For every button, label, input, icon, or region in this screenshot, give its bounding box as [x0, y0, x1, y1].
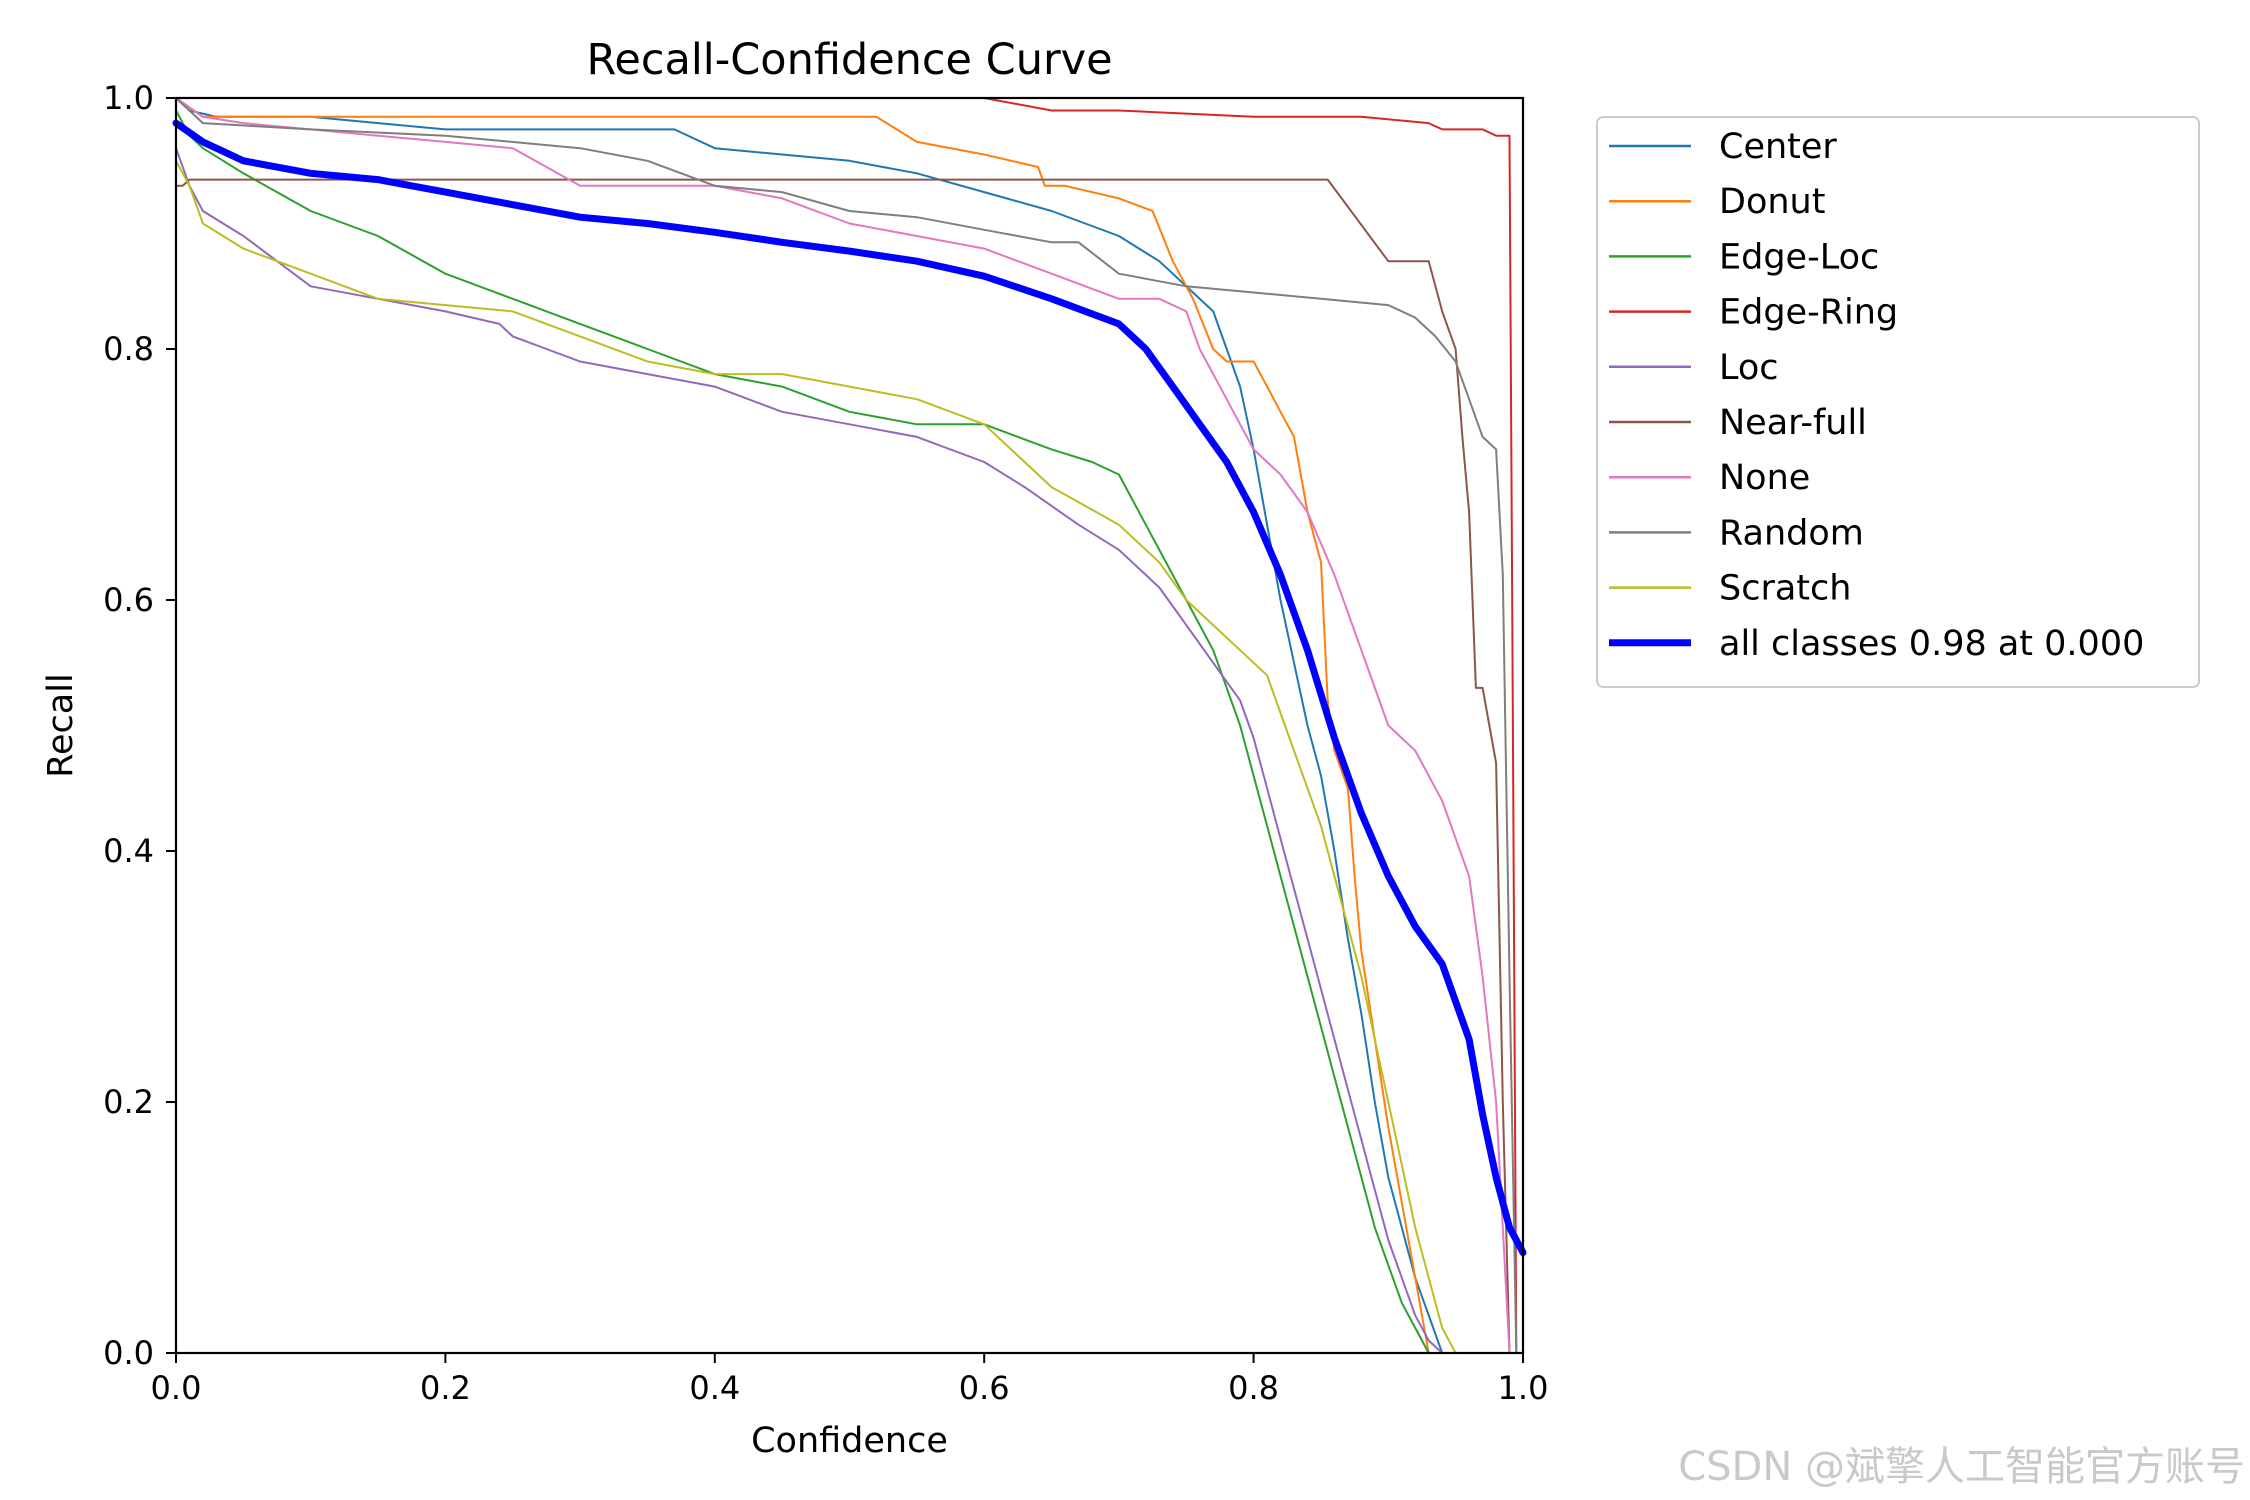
- x-tick-label: 0.2: [420, 1369, 471, 1407]
- y-tick-label: 0.4: [103, 832, 154, 870]
- legend-label: Loc: [1719, 348, 1779, 388]
- series-line-random: [175, 97, 1518, 1354]
- series-line-center: [175, 97, 1444, 1354]
- y-tick-label: 0.0: [103, 1334, 154, 1372]
- series-line-none: [175, 97, 1511, 1354]
- legend-label: Edge-Loc: [1719, 237, 1879, 277]
- y-axis-label: Recall: [41, 673, 81, 777]
- x-axis-label: Confidence: [751, 1421, 948, 1461]
- series-line-edge-ring: [175, 97, 1518, 1354]
- legend: Center Donut Edge-Loc Edge-Ring Loc Near-full…: [1596, 116, 2200, 688]
- y-axis-ticks: 0.0 0.2 0.4 0.6 0.8 1.0: [103, 79, 176, 1372]
- x-tick-label: 1.0: [1498, 1369, 1549, 1407]
- series-line-all-classes-0-98-at-0-000: [172, 119, 1527, 1257]
- x-tick-label: 0.8: [1228, 1369, 1279, 1407]
- x-tick-label: 0.6: [959, 1369, 1010, 1407]
- legend-frame: [1596, 116, 2200, 688]
- legend-items: Center Donut Edge-Loc Edge-Ring Loc Near-full…: [1609, 127, 2144, 664]
- legend-label: Center: [1719, 127, 1837, 167]
- legend-label: None: [1719, 458, 1810, 498]
- x-axis-ticks: 0.0 0.2 0.4 0.6 0.8 1.0: [151, 1353, 1549, 1407]
- watermark-text: CSDN @斌擎人工智能官方账号: [1678, 1444, 2245, 1490]
- legend-label: Random: [1719, 513, 1864, 553]
- series-layer: [172, 97, 1527, 1354]
- series-line-donut: [175, 97, 1430, 1354]
- legend-label: Near-full: [1719, 403, 1867, 443]
- legend-label: all classes 0.98 at 0.000: [1719, 624, 2144, 664]
- chart-title: Recall-Confidence Curve: [586, 35, 1112, 85]
- y-tick-label: 0.8: [103, 330, 154, 368]
- series-line-scratch: [175, 159, 1524, 1354]
- series-line-near-full: [175, 178, 1518, 1354]
- y-tick-label: 0.2: [103, 1083, 154, 1121]
- plot-frame: [174, 96, 1525, 1355]
- series-line-edge-loc: [175, 109, 1430, 1354]
- series-line-loc: [175, 147, 1444, 1354]
- y-tick-label: 0.6: [103, 581, 154, 619]
- legend-label: Donut: [1719, 182, 1825, 222]
- legend-label: Edge-Ring: [1719, 293, 1898, 333]
- legend-label: Scratch: [1719, 569, 1851, 609]
- x-tick-label: 0.0: [151, 1369, 202, 1407]
- x-tick-label: 0.4: [689, 1369, 740, 1407]
- y-tick-label: 1.0: [103, 79, 154, 117]
